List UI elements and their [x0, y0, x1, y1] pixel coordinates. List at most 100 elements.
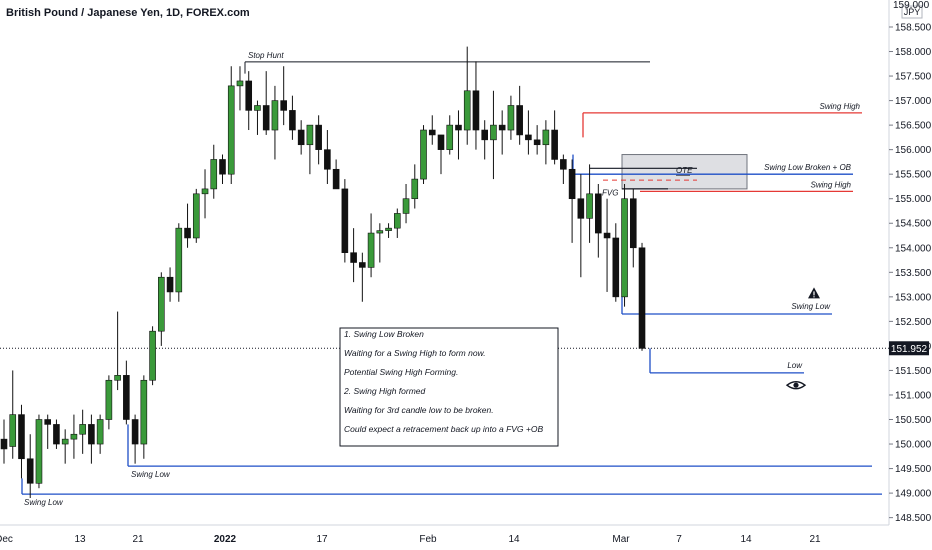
y-tick-label: 149.000	[895, 489, 932, 500]
candle	[158, 272, 165, 346]
candle-body	[79, 424, 86, 435]
candle-body	[61, 438, 69, 445]
warning-bang	[813, 291, 815, 296]
candle-body	[184, 227, 191, 239]
candle	[219, 154, 226, 184]
candle	[114, 311, 121, 391]
candle-body	[88, 424, 95, 445]
currency-label: JPY	[904, 7, 921, 17]
x-axis: Dec 13 21 2022 17 Feb 14 Mar 7 14 21	[0, 534, 821, 545]
candle	[603, 198, 611, 292]
candle-body	[131, 419, 139, 445]
note-box-frame	[339, 327, 559, 447]
candle-body	[385, 227, 392, 231]
y-tick-label: 151.500	[895, 366, 932, 377]
candle	[131, 414, 139, 464]
candle-body	[612, 237, 620, 298]
candle	[551, 110, 558, 165]
candle	[175, 223, 183, 302]
candle	[96, 414, 104, 454]
candle	[324, 130, 331, 184]
candle	[612, 223, 620, 302]
candle	[306, 124, 314, 175]
candle	[289, 95, 296, 140]
candle-body	[280, 100, 287, 111]
candle-body	[367, 232, 375, 268]
candle	[525, 110, 532, 155]
candle	[254, 100, 261, 135]
candle	[227, 66, 235, 184]
candle-body	[166, 276, 174, 293]
candle-body	[638, 247, 646, 349]
candle-body	[376, 230, 384, 234]
y-tick-label: 153.500	[895, 268, 932, 279]
candle	[428, 115, 436, 145]
candle-body	[455, 124, 462, 131]
level-label: Swing Low Broken + OB	[764, 163, 852, 172]
candle-body	[114, 375, 121, 381]
levels: Stop Hunt Swing High Swing High Swing Low B…	[21, 51, 882, 507]
candle-body	[105, 379, 113, 420]
candle	[385, 223, 392, 238]
candle-body	[481, 129, 489, 141]
candle	[236, 66, 244, 111]
candle-body	[568, 168, 576, 200]
last-price-badge: 151.952	[889, 341, 929, 356]
x-tick-label: 14	[508, 534, 520, 545]
candle-body	[140, 379, 148, 445]
note-line-3: Potential Swing High Forming.	[344, 367, 458, 377]
candle-body	[498, 124, 506, 131]
candle-body	[236, 80, 244, 87]
fvg-label: FVG	[602, 188, 618, 197]
candle-body	[629, 198, 637, 249]
candle	[280, 66, 287, 126]
x-tick-label: Dec	[0, 534, 13, 545]
candle	[44, 414, 52, 449]
candle	[184, 203, 191, 248]
candle-body	[26, 458, 34, 484]
y-tick-label: 151.000	[895, 390, 932, 401]
candle-body	[149, 330, 156, 381]
candle-body	[271, 100, 279, 131]
x-tick-label: 17	[316, 534, 328, 545]
candle	[166, 267, 174, 302]
candle-body	[201, 188, 209, 195]
candle	[26, 434, 34, 499]
x-tick-label: Mar	[612, 534, 630, 545]
candle-body	[411, 178, 419, 200]
candle-body	[560, 159, 567, 170]
candle-body	[341, 188, 349, 253]
candle	[70, 414, 78, 459]
note-line-1: 1. Swing Low Broken	[344, 329, 424, 339]
candle	[367, 213, 375, 278]
y-tick-label: 150.000	[895, 440, 932, 451]
candle	[568, 159, 576, 243]
candle	[629, 188, 637, 268]
x-tick-label: 7	[676, 534, 682, 545]
y-tick-label: 149.500	[895, 464, 932, 475]
y-tick-label: 158.000	[895, 47, 932, 58]
candle	[262, 71, 270, 135]
note-box: 1. Swing Low Broken Waiting for a Swing …	[339, 327, 559, 447]
candle-body	[254, 105, 261, 111]
candle	[507, 95, 515, 140]
candle	[123, 360, 130, 425]
candle	[88, 414, 95, 464]
warning-dot	[813, 296, 815, 298]
ote-label: OTE	[676, 166, 693, 175]
candles	[0, 46, 646, 499]
candle-body	[175, 227, 183, 293]
candle	[638, 242, 646, 351]
candle-body	[533, 139, 541, 146]
level-label: Stop Hunt	[248, 51, 284, 60]
candle-body	[446, 124, 454, 150]
candle-body	[123, 375, 130, 420]
y-tick-label: 153.000	[895, 292, 932, 303]
candle	[595, 183, 602, 258]
y-axis: 148.500 149.000 149.500 150.000 150.500 151.0…	[889, 22, 932, 524]
candle-body	[18, 414, 25, 460]
candle-body	[297, 129, 305, 146]
candle-body	[332, 168, 340, 190]
candle-body	[9, 414, 17, 447]
